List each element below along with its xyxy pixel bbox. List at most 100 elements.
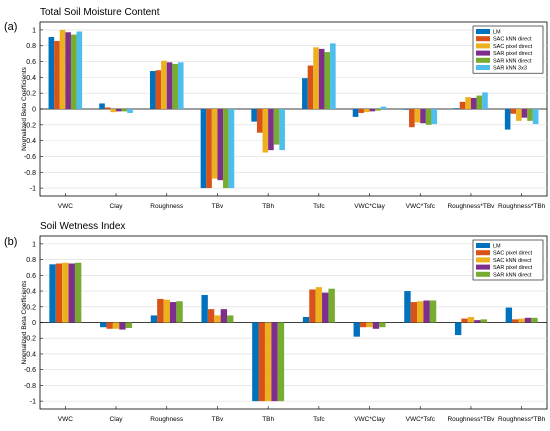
bar — [116, 109, 122, 112]
chart-title: Soil Wetness Index — [40, 221, 125, 232]
chart-panel-a: (a) Total Soil Moisture Content -1 -0.8 -0.6… — [4, 7, 548, 210]
bar — [505, 307, 513, 323]
y-tick-label: -1 — [30, 399, 36, 406]
x-tick-label: VWC*Tsfc — [406, 416, 436, 423]
y-tick-label: 0.4 — [26, 75, 36, 82]
y-tick-label: 0.2 — [26, 304, 36, 311]
legend-entry: SAR kNN direct — [493, 272, 532, 278]
legend-entry: SAR pixel direct — [493, 51, 533, 57]
bar — [359, 322, 367, 328]
bar — [309, 289, 316, 323]
bar — [99, 103, 105, 109]
bar — [527, 109, 533, 121]
bar — [55, 263, 63, 323]
bar — [467, 316, 475, 323]
legend-swatch — [476, 29, 490, 34]
bar — [74, 262, 82, 323]
bar — [454, 322, 462, 336]
y-tick-label: -0.6 — [24, 154, 36, 161]
legend-entry: SAC pixel direct — [493, 251, 533, 257]
bar — [318, 48, 325, 109]
legend-swatch — [476, 250, 490, 256]
y-tick-label: -0.8 — [24, 170, 36, 177]
legend-swatch — [476, 264, 490, 270]
bar — [358, 109, 364, 113]
bar — [366, 322, 373, 328]
bar — [68, 263, 75, 323]
y-tick-label: 0.8 — [26, 257, 36, 264]
bar — [119, 322, 126, 330]
x-tick-label: VWC*Tsfc — [406, 203, 436, 210]
x-tick-label: Roughness — [150, 416, 184, 423]
legend-swatch — [476, 50, 490, 56]
bar — [62, 262, 69, 323]
bar — [150, 315, 158, 323]
bar — [54, 40, 60, 109]
bar — [112, 322, 120, 329]
bar — [307, 65, 314, 109]
x-tick-label: VWC — [58, 416, 73, 423]
chart-title: Total Soil Moisture Content — [40, 7, 160, 18]
legend-entry: LM — [493, 244, 501, 250]
y-axis-label: Normalized Beta Coefficients — [21, 66, 28, 150]
x-tick-label: VWC*Clay — [354, 416, 385, 423]
legend-swatch — [476, 65, 490, 70]
y-tick-label: -0.4 — [24, 138, 36, 145]
bar — [429, 300, 437, 323]
bar — [157, 298, 164, 323]
y-tick-label: 0.6 — [26, 273, 36, 280]
x-tick-label: Roughness*TBv — [447, 203, 495, 210]
bar — [251, 109, 257, 122]
bar — [104, 107, 111, 109]
bar — [59, 29, 66, 110]
x-tick-label: Clay — [110, 203, 124, 210]
bar — [465, 97, 471, 109]
bar — [313, 47, 319, 109]
bar — [482, 92, 488, 109]
legend-entry: SAR kNN 3x3 — [493, 66, 527, 72]
legend-entry: SAC kNN direct — [493, 37, 532, 43]
bar — [273, 109, 280, 145]
bar — [106, 322, 113, 329]
y-tick-label: 0 — [32, 107, 36, 114]
y-tick-label: -0.6 — [24, 367, 36, 374]
bar — [125, 322, 133, 329]
legend-entry: SAR kNN direct — [493, 58, 532, 64]
x-tick-label: TBv — [212, 203, 224, 210]
x-tick-label: Clay — [110, 416, 124, 423]
bar — [461, 318, 468, 323]
bar — [410, 302, 418, 323]
x-tick-label: TBh — [262, 203, 274, 210]
bar — [228, 109, 235, 189]
bar — [127, 109, 133, 113]
bar — [214, 315, 221, 323]
y-tick-label: 0.8 — [26, 43, 36, 50]
bar — [49, 264, 56, 323]
bar — [65, 32, 71, 110]
bar — [474, 320, 481, 323]
x-tick-label: Tsfc — [313, 203, 325, 210]
bar — [403, 109, 410, 110]
bar — [172, 63, 178, 109]
x-tick-label: VWC — [58, 203, 73, 210]
bar — [258, 322, 265, 402]
bar — [352, 109, 359, 117]
bar — [76, 31, 83, 110]
bar — [372, 322, 380, 329]
bar — [176, 301, 183, 323]
bar — [375, 109, 381, 111]
bar — [268, 109, 274, 151]
bar — [271, 322, 278, 402]
bar — [420, 109, 426, 124]
bar — [404, 291, 411, 323]
legend-entry: LM — [493, 30, 501, 36]
y-tick-label: 0.2 — [26, 91, 36, 98]
bar — [330, 43, 336, 109]
y-tick-label: -1 — [30, 186, 36, 193]
bar — [315, 287, 323, 323]
bar — [277, 322, 285, 402]
bar — [206, 109, 212, 189]
legend-swatch — [476, 257, 490, 263]
bar — [121, 109, 128, 112]
